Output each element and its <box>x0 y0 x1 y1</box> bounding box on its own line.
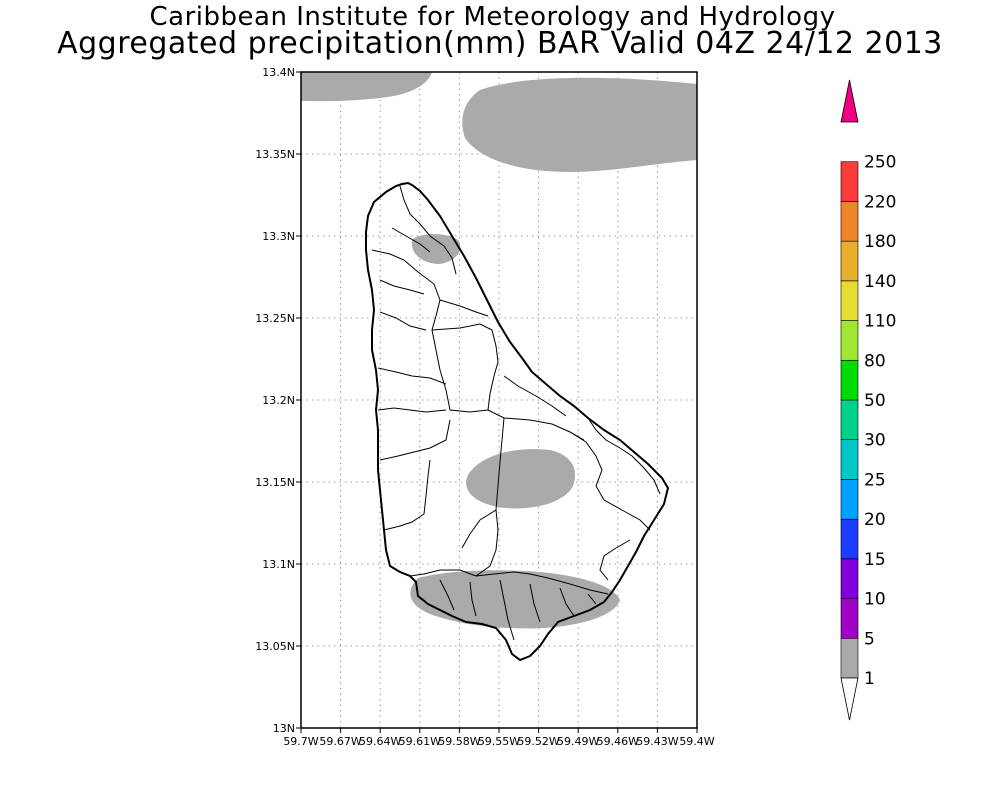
lon-tick-label: 59.52W <box>517 735 559 748</box>
colorbar-tick-label: 25 <box>864 470 886 490</box>
lat-tick-label: 13.1N <box>262 558 295 571</box>
lat-tick-label: 13N <box>273 722 295 735</box>
precip-area-central <box>466 449 576 509</box>
colorbar-segment <box>840 161 859 202</box>
lon-tick-label: 59.58W <box>438 735 480 748</box>
lat-tick-label: 13.25N <box>255 312 295 325</box>
colorbar-tick-label: 20 <box>864 510 886 530</box>
lon-tick-label: 59.55W <box>478 735 520 748</box>
colorbar-segment <box>840 240 859 282</box>
colorbar-tick-label: 1 <box>864 669 875 689</box>
colorbar-top-arrow <box>840 79 859 123</box>
colorbar-tick-label: 220 <box>864 192 896 212</box>
colorbar-tick-label: 140 <box>864 272 896 292</box>
lat-tick-label: 13.3N <box>262 230 295 243</box>
colorbar-tick-label: 15 <box>864 550 886 570</box>
precip-area-north-island <box>411 234 461 264</box>
colorbar-segment <box>840 201 859 242</box>
lon-tick-label: 59.64W <box>359 735 401 748</box>
lon-tick-label: 59.46W <box>597 735 639 748</box>
lon-tick-label: 59.49W <box>557 735 599 748</box>
colorbar-tick-label: 80 <box>864 351 886 371</box>
colorbar-segment <box>840 399 859 441</box>
colorbar-tick-label: 10 <box>864 590 886 610</box>
colorbar-segment <box>840 598 859 639</box>
grid-lines <box>301 72 697 728</box>
latitude-tick-labels: 13.4N 13.35N 13.3N 13.25N 13.2N 13.15N 13.1N 13… <box>255 66 301 735</box>
colorbar-tick-label: 50 <box>864 391 886 411</box>
lon-tick-label: 59.43W <box>636 735 678 748</box>
colorbar-bottom-arrow <box>840 677 859 721</box>
colorbar-segment <box>840 280 859 321</box>
colorbar-segment <box>840 479 859 520</box>
lon-tick-label: 59.61W <box>399 735 441 748</box>
colorbar-segment <box>840 558 859 599</box>
colorbar-tick-label: 250 <box>864 153 896 173</box>
lat-tick-label: 13.35N <box>255 148 295 161</box>
colorbar-tick-label: 110 <box>864 312 896 332</box>
colorbar-tick-label: 180 <box>864 232 896 252</box>
precip-area-south <box>410 570 620 629</box>
longitude-tick-labels: 59.7W 59.67W59.64W59.61W59.58W59.55W59.52… <box>283 728 715 748</box>
lon-tick-label: 59.67W <box>319 735 361 748</box>
precip-area-northeast <box>462 77 697 172</box>
precip-area-northwest <box>301 72 432 102</box>
island-outline <box>365 181 670 662</box>
lat-tick-label: 13.2N <box>262 394 295 407</box>
colorbar-segment <box>840 439 859 480</box>
colorbar-tick-label: 30 <box>864 431 886 451</box>
precipitation-areas <box>301 72 697 629</box>
colorbar-segment <box>840 518 859 560</box>
colorbar-segment <box>840 637 859 679</box>
lat-tick-label: 13.05N <box>255 640 295 653</box>
colorbar-segment <box>840 359 859 401</box>
colorbar-segment <box>840 320 859 361</box>
lon-tick-label: 59.4W <box>679 735 714 748</box>
lat-tick-label: 13.4N <box>262 66 295 79</box>
chart-subtitle: Aggregated precipitation(mm) BAR Valid 0… <box>57 26 943 61</box>
colorbar-tick-label: 5 <box>864 629 875 649</box>
watershed-boundaries <box>371 185 661 641</box>
lon-tick-label: 59.7W <box>283 735 318 748</box>
chart-title: Caribbean Institute for Meteorology and … <box>149 2 836 32</box>
lat-tick-label: 13.15N <box>255 476 295 489</box>
barbados-coastline <box>365 181 670 662</box>
